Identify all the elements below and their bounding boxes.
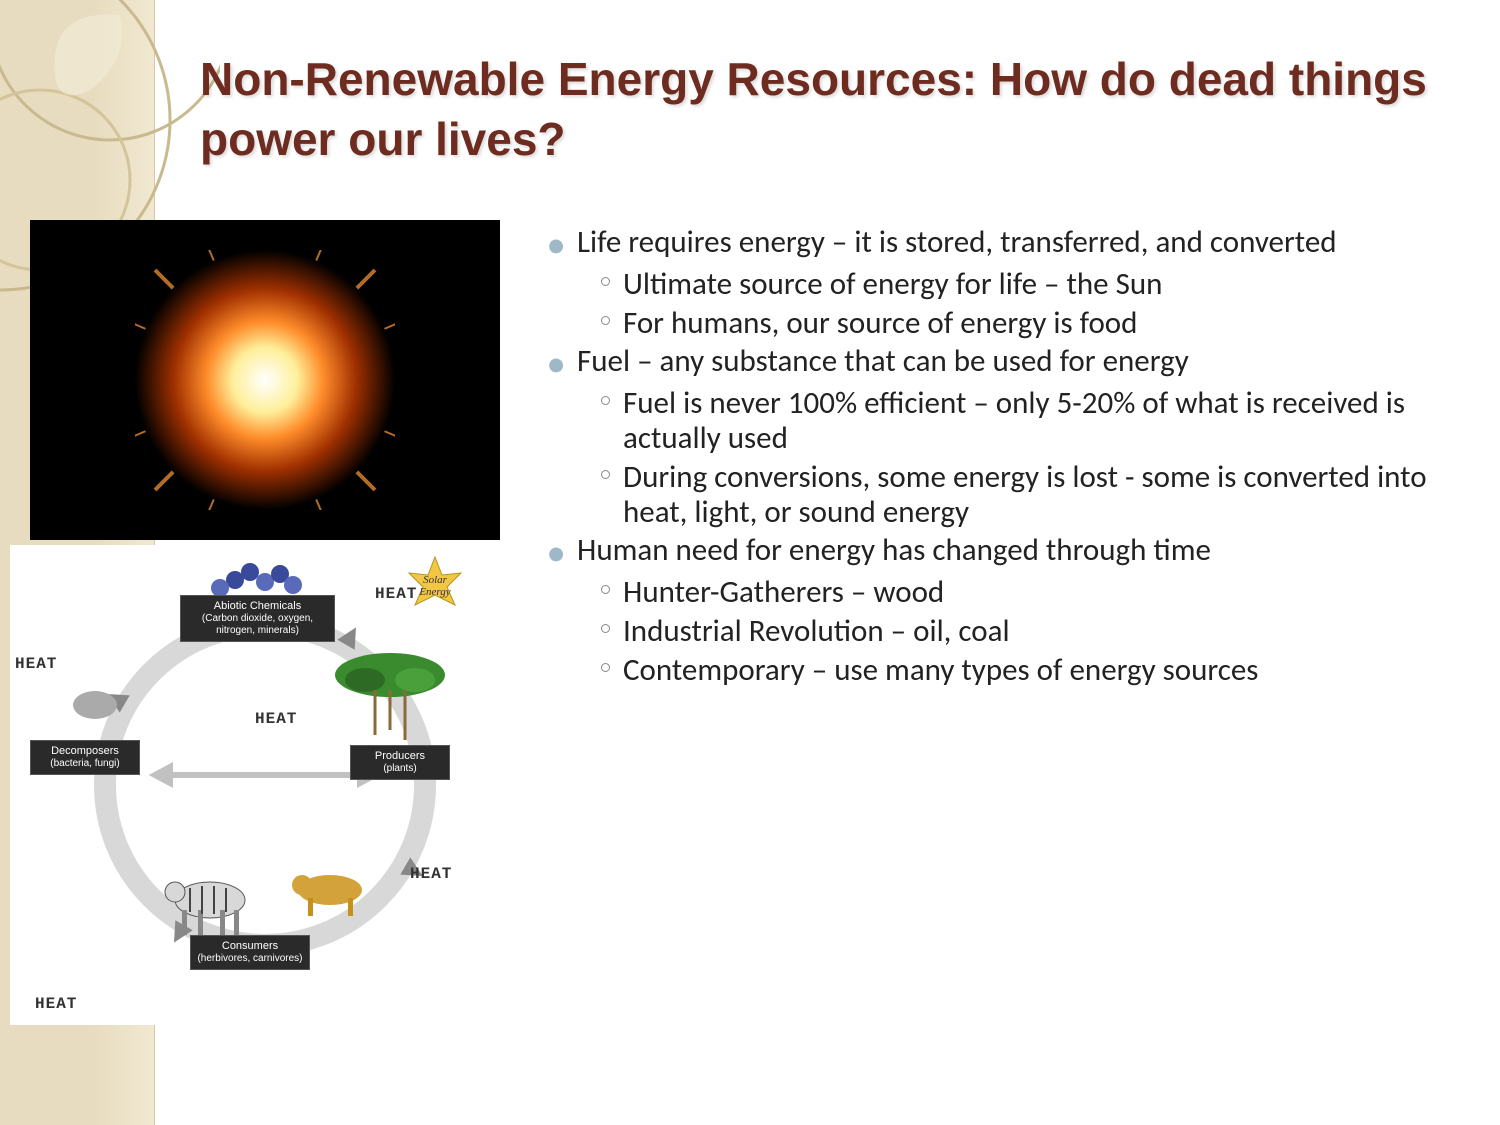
bullet-dot-icon: ●: [535, 344, 577, 380]
node-consumers-title: Consumers: [197, 940, 303, 953]
heat-label: HEAT: [35, 995, 77, 1013]
bullet-subtext: During conversions, some energy is lost …: [623, 460, 1470, 529]
energy-cycle-diagram: Solar Energy: [10, 545, 520, 1025]
heat-label: HEAT: [15, 655, 57, 673]
node-abiotic-sub: (Carbon dioxide, oxygen, nitrogen, miner…: [187, 613, 328, 637]
heat-label: HEAT: [410, 865, 452, 883]
bullet-level1: ●Human need for energy has changed throu…: [535, 533, 1470, 569]
bullet-level1: ●Life requires energy – it is stored, tr…: [535, 225, 1470, 261]
svg-text:Solar: Solar: [423, 574, 448, 586]
bullet-level2: Contemporary – use many types of energy …: [587, 653, 1470, 688]
bullet-level1: ●Fuel – any substance that can be used f…: [535, 344, 1470, 380]
bullet-ring-icon: [587, 575, 623, 610]
heat-label: HEAT: [375, 585, 417, 603]
bullet-subtext: Industrial Revolution – oil, coal: [623, 614, 1470, 649]
bullet-level2: During conversions, some energy is lost …: [587, 460, 1470, 529]
node-decomposers-title: Decomposers: [37, 745, 133, 758]
bullet-ring-icon: [587, 653, 623, 688]
bullet-dot-icon: ●: [535, 225, 577, 261]
node-decomposers-sub: (bacteria, fungi): [37, 758, 133, 770]
node-abiotic: Abiotic Chemicals (Carbon dioxide, oxyge…: [180, 595, 335, 642]
bullet-text: Fuel – any substance that can be used fo…: [577, 344, 1470, 380]
bullet-subtext: Contemporary – use many types of energy …: [623, 653, 1470, 688]
bullet-list: ●Life requires energy – it is stored, tr…: [535, 225, 1470, 691]
node-consumers-sub: (herbivores, carnivores): [197, 953, 303, 965]
sun-glow: [135, 250, 395, 510]
bullet-ring-icon: [587, 386, 623, 455]
bullet-subtext: For humans, our source of energy is food: [623, 306, 1470, 341]
svg-text:Energy: Energy: [418, 586, 450, 598]
bullet-level2: Industrial Revolution – oil, coal: [587, 614, 1470, 649]
bullet-subtext: Ultimate source of energy for life – the…: [623, 267, 1470, 302]
bullet-subtext: Hunter-Gatherers – wood: [623, 575, 1470, 610]
bullet-ring-icon: [587, 614, 623, 649]
bullet-level2: For humans, our source of energy is food: [587, 306, 1470, 341]
bullet-ring-icon: [587, 460, 623, 529]
slide-title: Non-Renewable Energy Resources: How do d…: [200, 50, 1460, 170]
bullet-ring-icon: [587, 306, 623, 341]
bullet-level2: Ultimate source of energy for life – the…: [587, 267, 1470, 302]
node-producers: Producers (plants): [350, 745, 450, 780]
node-abiotic-title: Abiotic Chemicals: [187, 600, 328, 613]
node-consumers: Consumers (herbivores, carnivores): [190, 935, 310, 970]
bullet-text: Life requires energy – it is stored, tra…: [577, 225, 1470, 261]
bullet-dot-icon: ●: [535, 533, 577, 569]
node-producers-title: Producers: [357, 750, 443, 763]
sun-image: [30, 220, 500, 540]
bullet-level2: Fuel is never 100% efficient – only 5-20…: [587, 386, 1470, 455]
bullet-text: Human need for energy has changed throug…: [577, 533, 1470, 569]
node-decomposers: Decomposers (bacteria, fungi): [30, 740, 140, 775]
bullet-level2: Hunter-Gatherers – wood: [587, 575, 1470, 610]
heat-label: HEAT: [255, 710, 297, 728]
bullet-ring-icon: [587, 267, 623, 302]
bullet-subtext: Fuel is never 100% efficient – only 5-20…: [623, 386, 1470, 455]
node-producers-sub: (plants): [357, 763, 443, 775]
